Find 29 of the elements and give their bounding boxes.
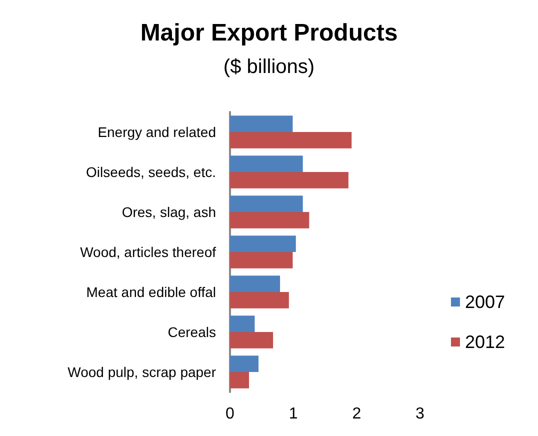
bar bbox=[230, 236, 296, 252]
y-tick-label: Wood, articles thereof bbox=[80, 244, 216, 260]
y-tick-label: Meat and edible offal bbox=[86, 284, 216, 300]
y-tick-label: Ores, slag, ash bbox=[122, 204, 216, 220]
chart-title: Major Export Products bbox=[140, 20, 398, 46]
x-tick-label: 0 bbox=[226, 406, 235, 422]
bar bbox=[230, 156, 303, 172]
bar bbox=[230, 276, 280, 292]
bar bbox=[230, 172, 348, 188]
y-tick-label: Oilseeds, seeds, etc. bbox=[86, 164, 216, 180]
bar bbox=[230, 316, 255, 332]
bar bbox=[230, 212, 310, 228]
y-tick-label: Energy and related bbox=[98, 124, 216, 140]
bar bbox=[230, 116, 293, 132]
bar bbox=[230, 132, 352, 148]
bar bbox=[230, 332, 274, 348]
chart-subtitle: ($ billions) bbox=[223, 56, 315, 78]
legend-label: 2012 bbox=[464, 332, 506, 352]
bar bbox=[230, 292, 289, 308]
x-tick-label: 1 bbox=[288, 406, 298, 422]
x-tick-label: 3 bbox=[416, 406, 425, 422]
legend-label: 2007 bbox=[464, 292, 506, 312]
bar bbox=[230, 372, 249, 388]
y-tick-label: Cereals bbox=[168, 324, 216, 340]
y-tick-label: Wood pulp, scrap paper bbox=[68, 364, 216, 380]
bar bbox=[230, 252, 293, 268]
bar bbox=[230, 196, 303, 212]
bar bbox=[230, 356, 258, 372]
x-tick-label: 2 bbox=[352, 406, 362, 422]
